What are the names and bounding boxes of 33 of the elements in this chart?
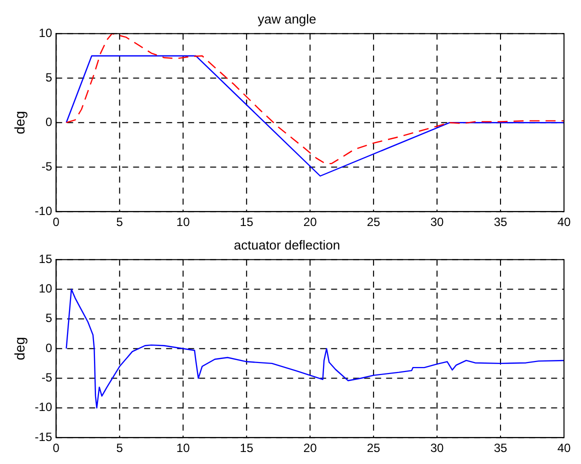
x-tick-label: 25 [366,441,381,456]
y-tick-label: 5 [45,70,52,84]
x-tick-label: 20 [303,441,318,456]
y-axis-title: deg [11,336,28,360]
y-tick-label: 5 [45,311,52,326]
line-series [66,34,564,164]
y-tick-label: -10 [34,400,52,414]
chart-title: actuator deflection [234,237,340,252]
x-tick-label: 40 [557,441,571,456]
x-tick-label: 35 [494,215,508,230]
chart-title: yaw angle [258,11,316,26]
y-tick-label: -5 [41,370,52,385]
y-tick-label: 10 [38,26,52,40]
x-tick-label: 30 [430,441,444,456]
y-tick-label: 10 [38,282,52,296]
y-axis-title: deg [11,110,28,134]
x-tick-label: 20 [303,215,318,230]
x-tick-label: 15 [240,441,254,456]
y-tick-label: -15 [34,430,52,444]
x-tick-label: 40 [557,215,571,230]
x-tick-label: 15 [240,215,254,230]
y-tick-label: 15 [38,252,52,266]
x-tick-label: 10 [176,215,190,230]
x-tick-label: 25 [366,215,381,230]
x-tick-label: 30 [430,215,444,230]
y-tick-label: -10 [34,204,52,218]
y-tick-label: -5 [41,159,52,174]
x-tick-label: 5 [116,215,124,230]
x-tick-label: 5 [116,441,124,456]
y-tick-label: 0 [45,340,52,355]
y-tick-label: 0 [45,114,52,129]
x-tick-label: 10 [176,441,190,456]
x-tick-label: 35 [494,441,508,456]
